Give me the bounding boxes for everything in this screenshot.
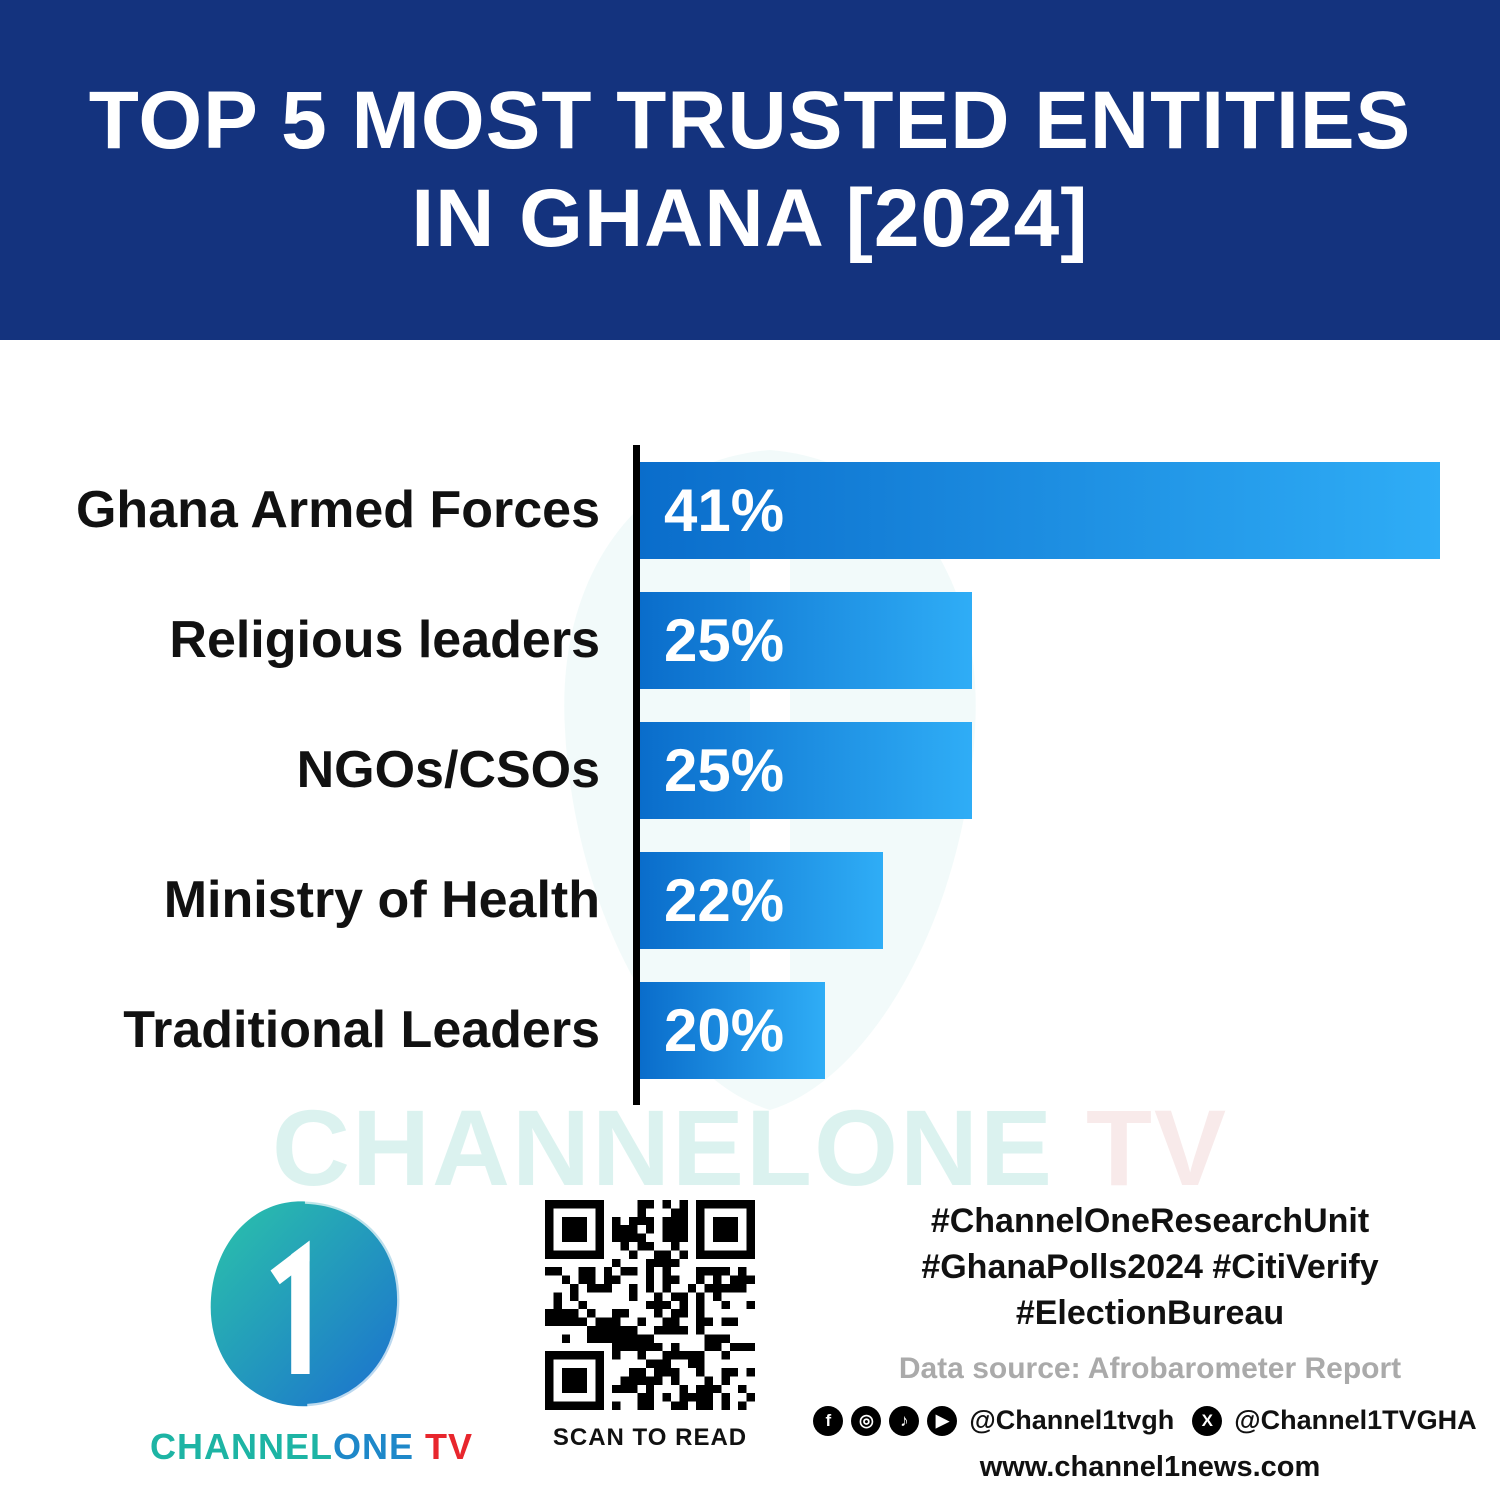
qr-caption: SCAN TO READ [552,1424,748,1451]
bar-category-label: Ministry of Health [163,871,600,929]
header-banner: TOP 5 MOST TRUSTED ENTITIES IN GHANA [20… [0,0,1500,340]
bar-value-label: 25% [664,737,785,804]
x-icon: X [1192,1405,1223,1436]
bar-row: Religious leaders 25% [0,592,1500,689]
bar-row: NGOs/CSOs 25% [0,722,1500,819]
qr-block: SCAN TO READ [540,1200,760,1452]
bar-value-label: 41% [664,477,785,544]
bar: 20% [640,982,825,1079]
youtube-icon: ▶ [927,1405,958,1436]
social-handle-main: @Channel1tvgh [969,1405,1175,1435]
social-row: f ◎ ♪ ▶ @Channel1tvgh X @Channel1TVGHA [813,1405,1486,1436]
bar: 22% [640,852,883,949]
channel-one-wordmark: CHANNELONE TV [150,1426,474,1467]
hashtag-line-3: #ElectionBureau [1015,1294,1285,1332]
channel-one-logo-block: CHANNELONE TV [150,1190,474,1468]
qr-code [545,1200,755,1410]
instagram-icon: ◎ [851,1405,882,1436]
bar-category-label: Ghana Armed Forces [75,481,600,539]
bar-category-label: NGOs/CSOs [296,741,600,799]
bar-value-label: 20% [664,997,785,1064]
chart-axis-line [633,445,640,1105]
data-source-text: Data source: Afrobarometer Report [898,1352,1402,1385]
channel-one-logo-icon [210,1199,402,1409]
footer-info-block: #ChannelOneResearchUnit #GhanaPolls2024 … [813,1202,1477,1484]
facebook-icon: f [813,1405,844,1436]
hashtag-line-2: #GhanaPolls2024 #CitiVerify [921,1248,1379,1286]
website-url: www.channel1news.com [979,1451,1321,1483]
bar-category-label: Traditional Leaders [123,1001,600,1059]
social-handle-x: @Channel1TVGHA [1234,1405,1477,1435]
page-title-line1: TOP 5 MOST TRUSTED ENTITIES [88,75,1412,167]
bar-value-label: 25% [664,607,785,674]
tiktok-icon: ♪ [889,1405,920,1436]
bar-category-label: Religious leaders [169,611,600,669]
bar-value-label: 22% [664,867,785,934]
bar: 41% [640,462,1440,559]
bar-chart: Ghana Armed Forces 41% Religious leaders 25… [0,440,1500,1110]
bar-row: Ministry of Health 22% [0,852,1500,949]
bar-row: Traditional Leaders 20% [0,982,1500,1079]
bar-row: Ghana Armed Forces 41% [0,462,1500,559]
hashtag-line-1: #ChannelOneResearchUnit [930,1202,1370,1240]
bar: 25% [640,722,972,819]
bar: 25% [640,592,972,689]
page-title-line2: IN GHANA [2024] [411,173,1089,264]
